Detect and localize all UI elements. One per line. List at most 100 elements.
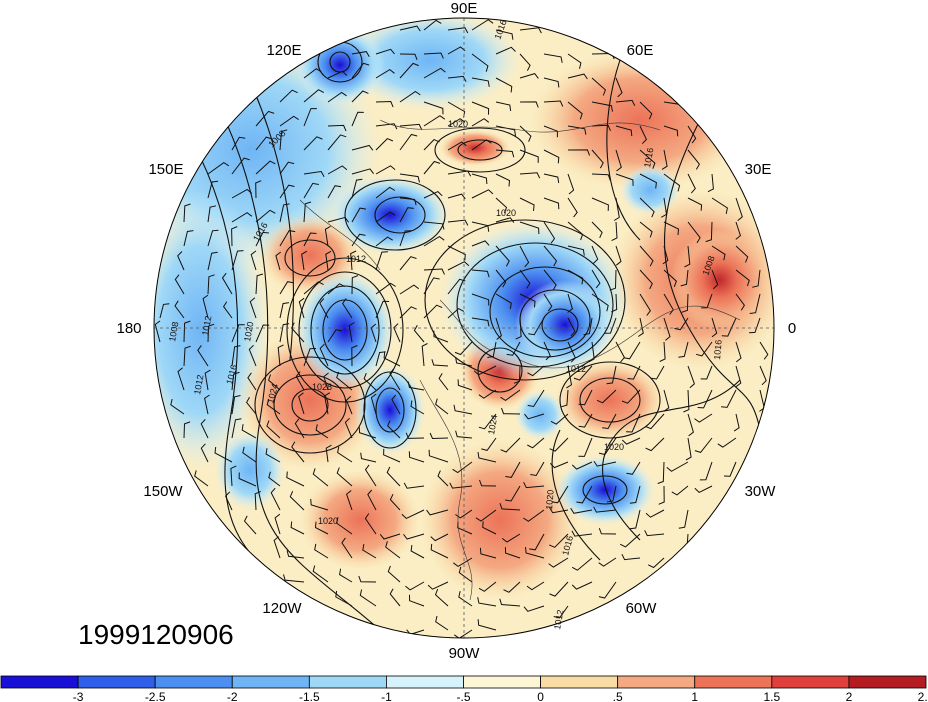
wind-barb	[360, 452, 377, 463]
contour-label: 1012	[200, 315, 213, 336]
wind-barb	[319, 298, 329, 319]
wind-barb	[495, 29, 514, 40]
contour-label: 1016	[642, 147, 655, 168]
graticule	[154, 18, 774, 638]
wind-barb	[499, 598, 521, 607]
wind-barb	[495, 269, 507, 288]
wind-barb	[222, 301, 233, 319]
wind-barb	[408, 451, 425, 463]
wind-barb	[571, 461, 593, 470]
wind-barb	[230, 465, 237, 487]
wind-barb	[303, 348, 317, 367]
wind-barb	[231, 136, 246, 151]
wind-barb	[495, 173, 511, 187]
wind-barb	[623, 341, 641, 360]
wind-barb	[359, 589, 377, 607]
wind-barb	[286, 550, 305, 559]
wind-barb	[423, 67, 446, 79]
wind-barb	[362, 544, 377, 559]
wind-barb	[711, 197, 728, 214]
wind-barb	[351, 51, 370, 57]
lon-label-150w: 150W	[143, 483, 183, 500]
wind-barb	[759, 365, 767, 386]
wind-barb	[399, 173, 420, 183]
coastlines	[299, 119, 741, 601]
colorbar-swatch	[77, 675, 156, 689]
wind-barb	[393, 323, 401, 343]
wind-barb	[481, 437, 497, 451]
wind-barb	[583, 317, 593, 336]
wind-barb	[399, 90, 421, 103]
wind-barb	[207, 180, 219, 199]
wind-barb	[519, 27, 542, 34]
wind-barb	[204, 369, 211, 391]
wind-barb	[231, 188, 253, 199]
wind-barb	[327, 134, 347, 151]
wind-barb	[505, 461, 521, 478]
wind-barb	[567, 125, 587, 135]
wind-barb	[303, 136, 323, 151]
wind-barb	[255, 180, 262, 199]
wind-barb	[639, 293, 652, 316]
wind-barb	[324, 225, 331, 247]
wind-barb	[615, 245, 622, 266]
wind-barb	[375, 138, 394, 151]
wind-barb	[611, 221, 618, 242]
wind-barb	[752, 269, 761, 288]
wind-barb	[495, 317, 502, 340]
wind-barb	[495, 46, 516, 55]
wind-barb	[639, 245, 654, 267]
wind-barb	[375, 236, 393, 247]
wind-barb	[429, 432, 449, 440]
wind-barb	[591, 149, 604, 169]
wind-barb	[283, 574, 305, 583]
wind-barb	[375, 100, 394, 108]
wind-barb	[626, 461, 641, 475]
longitude-labels: 90E 60E 30E 0 30W 60W 90W 120W 150W 180 …	[116, 0, 796, 662]
wind-barb	[687, 197, 703, 211]
wind-barb	[238, 472, 257, 487]
wind-barb	[591, 269, 601, 289]
wind-barb	[591, 221, 603, 239]
colorbar-tick-label: .5	[613, 690, 623, 702]
colorbar-swatch	[386, 675, 464, 689]
wind-barb	[447, 245, 466, 261]
wind-barb	[449, 482, 473, 489]
wind-barb	[658, 485, 665, 505]
wind-barb	[659, 341, 666, 362]
wind-barb	[550, 413, 569, 425]
wind-barb	[687, 125, 697, 144]
wind-barb	[471, 139, 492, 151]
wind-barb	[619, 533, 641, 548]
wind-barb	[458, 566, 473, 583]
wind-barb	[477, 597, 497, 607]
wind-barb	[500, 389, 521, 402]
contour-label: 1020	[604, 442, 624, 452]
wind-barb	[629, 485, 641, 504]
wind-barb	[482, 521, 497, 535]
wind-barb	[255, 231, 269, 247]
wind-barb	[303, 68, 322, 79]
wind-barb	[593, 460, 617, 467]
wind-barb	[639, 221, 653, 238]
wind-barb	[455, 509, 473, 519]
wind-barb	[423, 221, 445, 230]
wind-barb	[426, 509, 449, 516]
wind-barb	[519, 53, 531, 71]
wind-barb	[549, 581, 569, 597]
wind-barb	[638, 317, 644, 337]
wind-barb	[591, 173, 611, 181]
wind-barb	[694, 413, 713, 423]
lon-label-30e: 30E	[745, 161, 772, 178]
wind-barb	[697, 389, 713, 409]
wind-barb	[303, 201, 312, 223]
wind-barb	[504, 547, 521, 559]
wind-barb	[279, 323, 290, 343]
wind-barb	[174, 300, 185, 319]
wind-barb	[386, 466, 401, 487]
wind-barb	[519, 101, 539, 108]
wind-barb	[524, 413, 545, 420]
wind-barb	[471, 269, 490, 278]
wind-barb	[471, 101, 490, 115]
wind-barb	[543, 77, 560, 88]
